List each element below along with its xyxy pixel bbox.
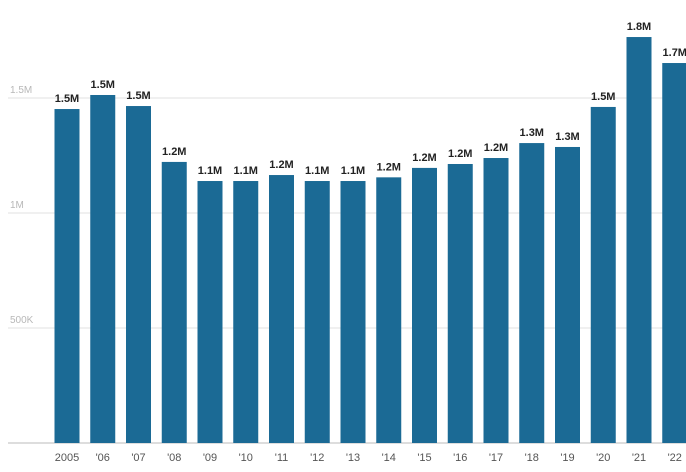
value-label: 1.2M	[412, 152, 436, 164]
bar	[233, 181, 259, 443]
value-label: 1.2M	[377, 161, 401, 173]
value-label: 1.5M	[591, 91, 615, 103]
bar	[376, 177, 402, 443]
value-label: 1.8M	[627, 21, 651, 33]
x-tick-label: '08	[167, 452, 181, 464]
value-label: 1.2M	[162, 146, 186, 158]
value-label: 1.2M	[269, 159, 293, 171]
y-tick-label: 1.5M	[10, 85, 32, 96]
x-tick-label: '19	[560, 452, 574, 464]
bar	[340, 181, 366, 443]
bar	[519, 143, 545, 443]
x-tick-label: '13	[346, 452, 360, 464]
x-tick-label: '14	[382, 452, 396, 464]
y-tick-label: 500K	[10, 315, 34, 326]
bar	[447, 163, 473, 443]
value-label: 1.3M	[520, 127, 544, 139]
bar	[626, 37, 652, 443]
bar	[197, 181, 223, 443]
bar	[161, 161, 187, 443]
value-label: 1.3M	[555, 131, 579, 143]
bar	[54, 109, 80, 443]
x-tick-label: '11	[275, 452, 289, 464]
x-tick-label: '15	[417, 452, 431, 464]
value-label: 1.1M	[305, 165, 329, 177]
bar	[483, 158, 509, 443]
value-label: 1.5M	[126, 90, 150, 102]
bar	[126, 106, 151, 443]
bar	[555, 146, 580, 444]
x-tick-label: '21	[632, 452, 646, 464]
bar	[412, 167, 437, 443]
value-label: 1.2M	[484, 142, 508, 154]
x-tick-label: '10	[239, 452, 253, 464]
value-label: 1.1M	[341, 165, 365, 177]
value-label: 1.2M	[448, 148, 472, 160]
value-label: 1.5M	[91, 79, 115, 91]
value-label: 1.1M	[234, 165, 258, 177]
bar	[590, 106, 616, 443]
bar	[662, 63, 686, 443]
bar	[90, 94, 116, 443]
bar	[304, 181, 330, 443]
y-tick-label: 1M	[10, 200, 24, 211]
bar	[269, 175, 294, 443]
value-label: 1.7M	[663, 47, 686, 59]
value-label: 1.1M	[198, 165, 222, 177]
x-tick-label: '12	[310, 452, 324, 464]
x-tick-label: '16	[453, 452, 467, 464]
x-tick-label: '07	[131, 452, 145, 464]
x-tick-label: '18	[525, 452, 539, 464]
x-tick-label: '06	[96, 452, 110, 464]
x-tick-label: '17	[489, 452, 503, 464]
x-tick-label: 2005	[55, 452, 79, 464]
x-tick-label: '20	[596, 452, 610, 464]
x-tick-label: '22	[668, 452, 682, 464]
value-label: 1.5M	[55, 93, 79, 105]
x-tick-label: '09	[203, 452, 217, 464]
